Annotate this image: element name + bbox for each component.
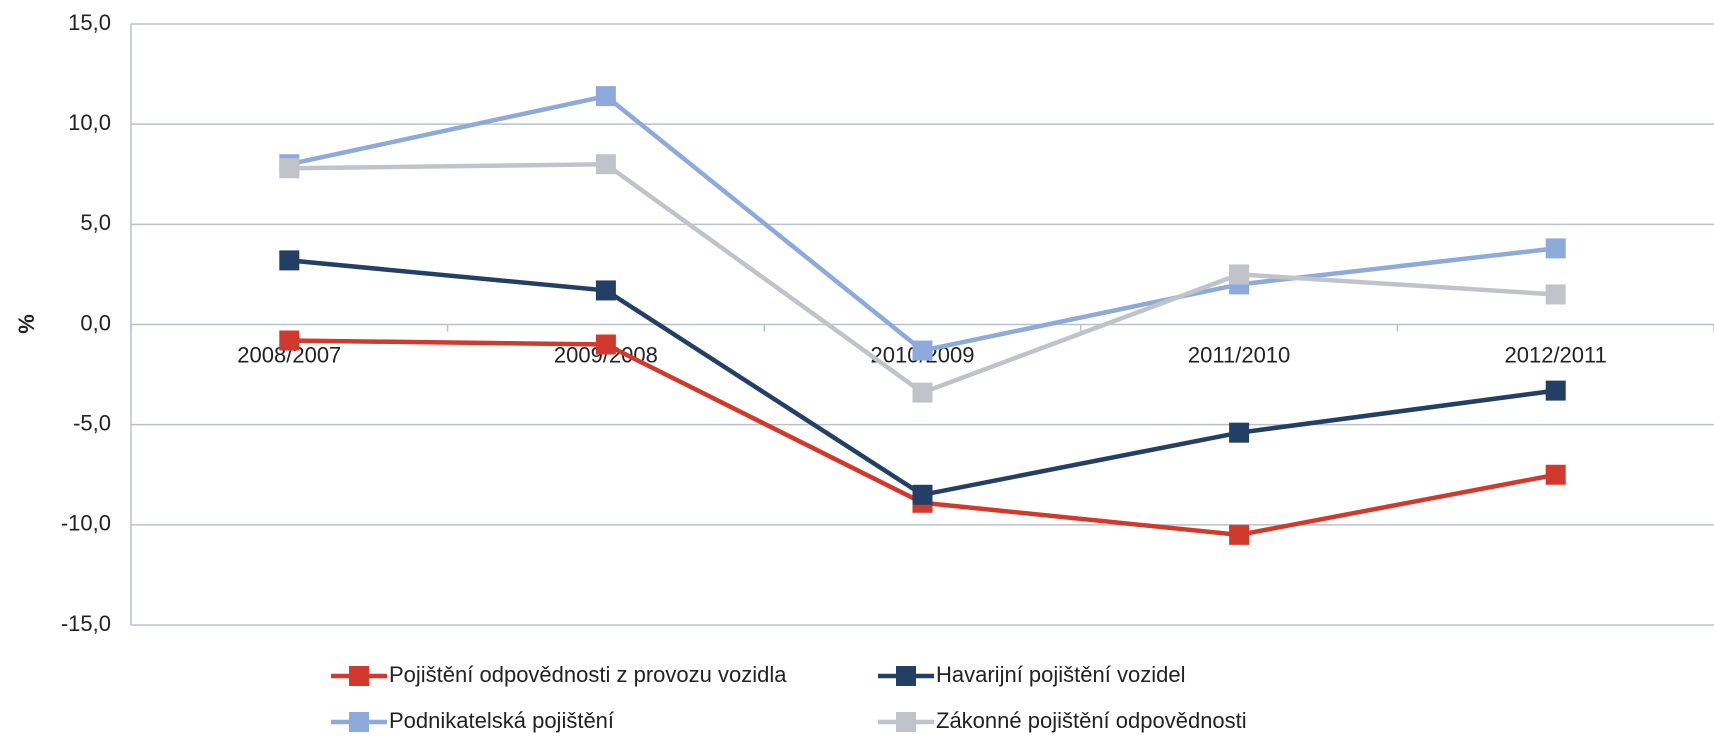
y-axis-label: % — [14, 314, 39, 334]
marker — [1545, 238, 1566, 259]
marker — [1229, 264, 1250, 285]
legend-marker — [896, 712, 916, 732]
y-tick-label: -10,0 — [61, 511, 111, 536]
marker — [1545, 284, 1566, 305]
legend-marker — [896, 666, 916, 686]
marker — [912, 484, 933, 505]
marker — [1229, 524, 1250, 545]
marker — [279, 250, 300, 271]
marker — [1545, 380, 1566, 401]
legend-marker — [349, 712, 369, 732]
marker — [279, 330, 300, 351]
x-tick-label: 2011/2010 — [1188, 342, 1290, 367]
marker — [595, 334, 616, 355]
marker — [595, 86, 616, 107]
legend-marker — [349, 666, 369, 686]
y-tick-label: 10,0 — [68, 110, 111, 135]
marker — [279, 158, 300, 179]
y-tick-label: -15,0 — [61, 611, 111, 636]
series-line — [288, 93, 1556, 353]
marker — [912, 382, 933, 403]
y-tick-label: 5,0 — [80, 210, 111, 235]
y-tick-label: 15,0 — [68, 10, 111, 35]
y-tick-label: 0,0 — [80, 310, 111, 335]
legend-label: Podnikatelská pojištění — [389, 708, 614, 733]
legend-label: Havarijní pojištění vozidel — [936, 662, 1185, 687]
series-line — [289, 258, 1556, 498]
legend-label: Zákonné pojištění odpovědnosti — [936, 708, 1247, 733]
marker — [595, 154, 616, 175]
x-tick-label: 2012/2011 — [1505, 342, 1607, 367]
legend-label: Pojištění odpovědnosti z provozu vozidla — [389, 662, 787, 687]
marker — [1545, 464, 1566, 485]
y-tick-label: -5,0 — [73, 410, 111, 435]
marker — [1229, 422, 1250, 443]
marker — [912, 340, 933, 361]
marker — [595, 280, 616, 301]
